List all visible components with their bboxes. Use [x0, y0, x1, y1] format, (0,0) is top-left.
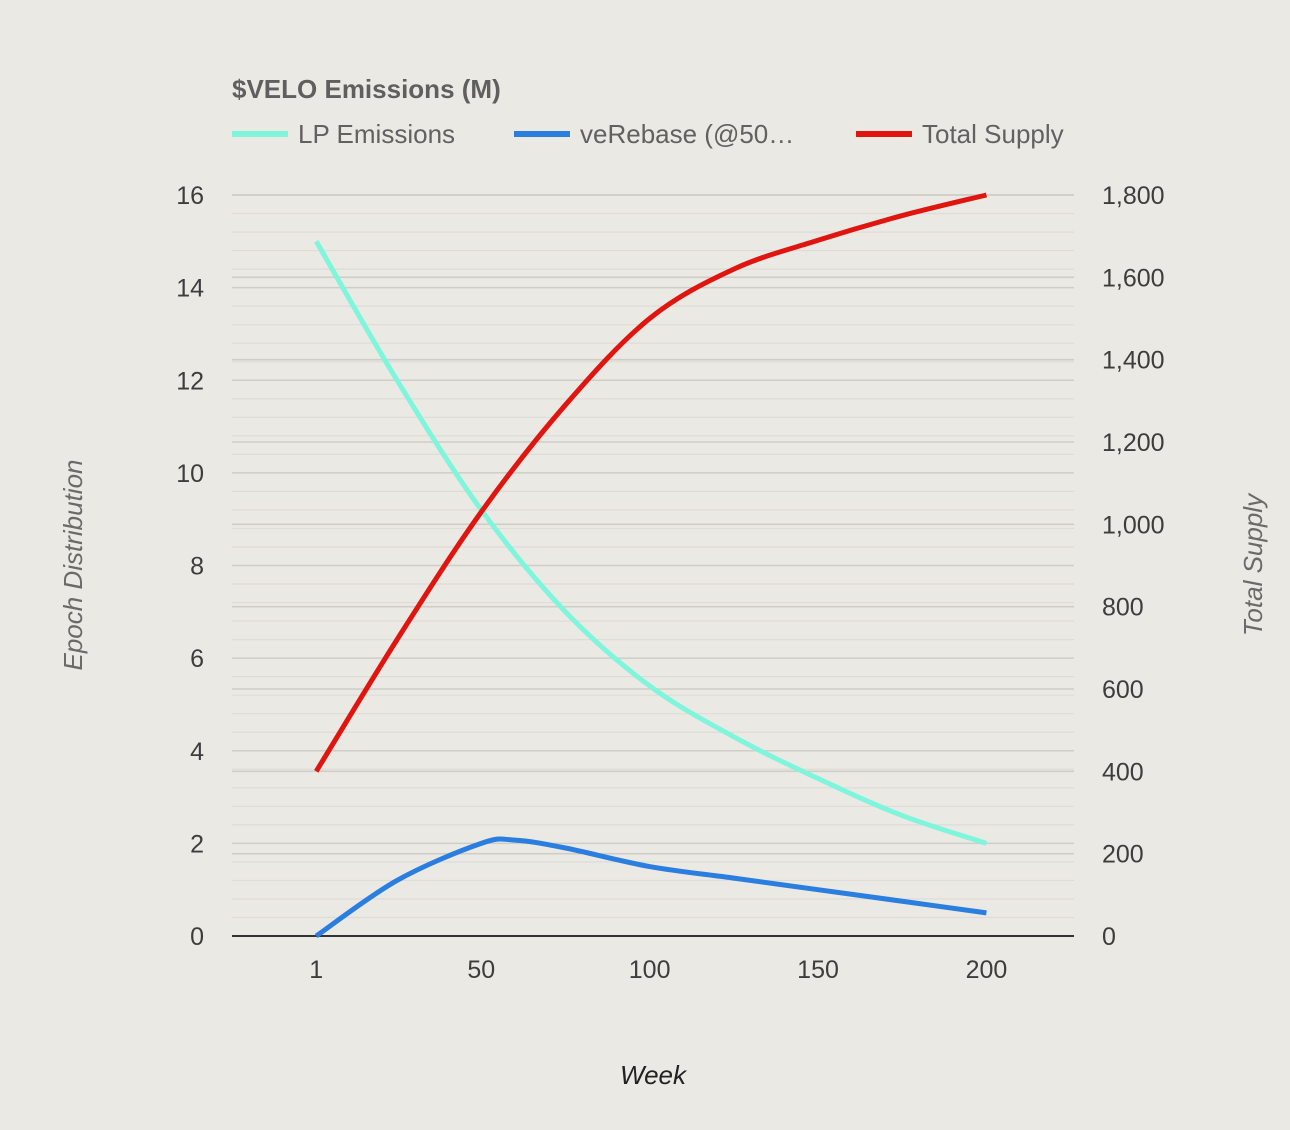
y-left-tick-label: 10	[176, 460, 204, 488]
series-line-total-supply	[314, 192, 988, 773]
series-line-lp-emissions	[314, 240, 988, 846]
x-tick-label: 50	[467, 956, 495, 984]
y-left-tick-label: 6	[190, 645, 204, 673]
y-left-tick-labels: 0 2 4 6 8 10 12 14 16	[176, 182, 204, 951]
y-left-axis-title: Epoch Distribution	[58, 460, 88, 671]
y-right-tick-label: 800	[1102, 594, 1144, 622]
y-right-axis-title: Total Supply	[1238, 492, 1268, 636]
y-right-tick-label: 400	[1102, 758, 1144, 786]
x-tick-label: 200	[966, 956, 1008, 984]
series-lines	[314, 192, 988, 939]
y-left-tick-label: 12	[176, 367, 204, 395]
chart-title: $VELO Emissions (M)	[232, 74, 501, 104]
x-tick-labels: 1 50 100 150 200	[309, 956, 1007, 984]
x-tick-label: 100	[629, 956, 671, 984]
y-right-tick-labels: 0 200 400 600 800 1,000 1,200 1,400 1,600 1,800	[1102, 182, 1165, 951]
y-right-tick-label: 1,000	[1102, 511, 1165, 539]
y-right-tick-label: 200	[1102, 841, 1144, 869]
x-axis-title: Week	[620, 1060, 688, 1090]
series-line-verebase-50	[314, 836, 987, 939]
x-tick-label: 150	[797, 956, 839, 984]
legend: LP Emissions veRebase (@50… Total Supply	[232, 119, 1064, 149]
legend-label: LP Emissions	[298, 119, 455, 149]
y-right-tick-label: 600	[1102, 676, 1144, 704]
y-right-tick-label: 0	[1102, 923, 1116, 951]
y-left-tick-label: 14	[176, 275, 204, 303]
y-left-tick-label: 16	[176, 182, 204, 210]
legend-label: Total Supply	[922, 119, 1064, 149]
y-left-tick-label: 4	[190, 738, 204, 766]
y-right-tick-label: 1,600	[1102, 264, 1165, 292]
y-right-tick-label: 1,200	[1102, 429, 1165, 457]
y-left-tick-label: 2	[190, 830, 204, 858]
x-tick-label: 1	[309, 956, 323, 984]
y-right-tick-label: 1,800	[1102, 182, 1165, 210]
y-left-tick-label: 8	[190, 553, 204, 581]
y-right-tick-label: 1,400	[1102, 347, 1165, 375]
y-left-tick-label: 0	[190, 923, 204, 951]
legend-label: veRebase (@50…	[580, 119, 794, 149]
gridlines	[232, 194, 1074, 937]
